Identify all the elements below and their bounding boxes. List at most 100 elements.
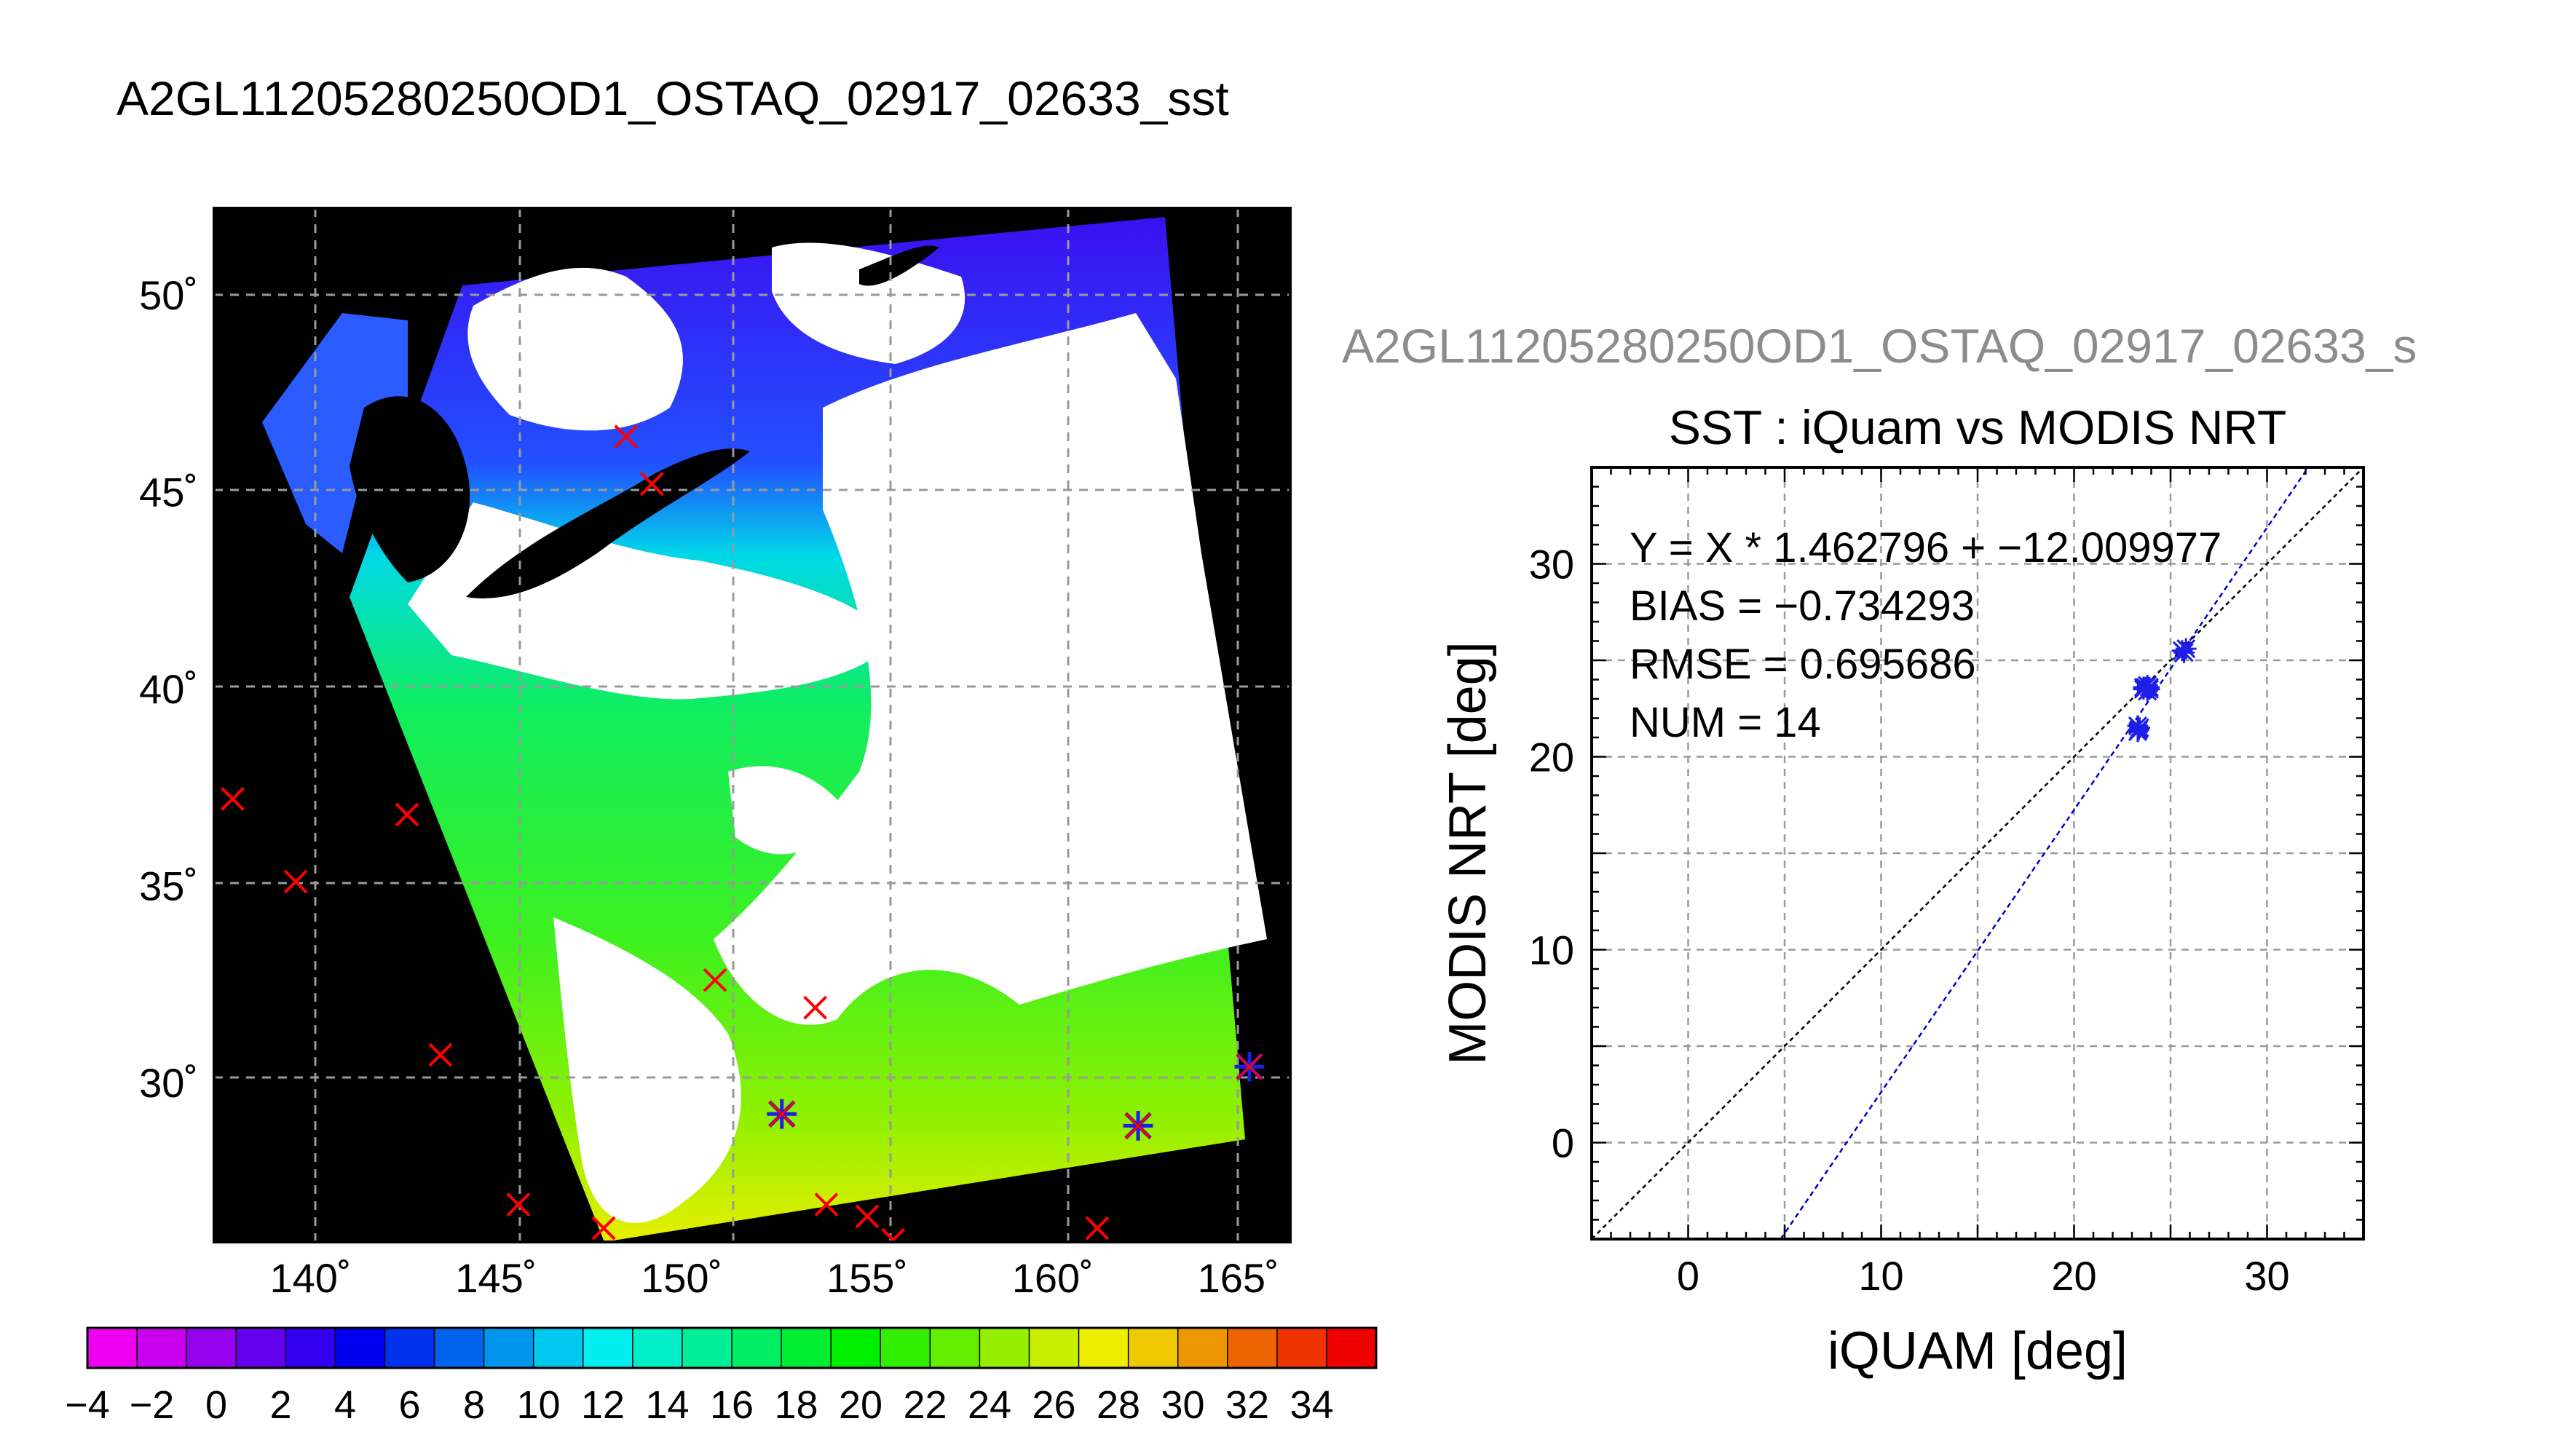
- scatter-point: [2128, 719, 2149, 740]
- colorbar-cell: [583, 1328, 633, 1368]
- map-lat-tick-label: 50˚: [139, 272, 198, 318]
- insitu-marker: [428, 1042, 453, 1067]
- colorbar-cell: [1326, 1328, 1377, 1368]
- insitu-marker: [395, 802, 419, 827]
- map-lat-tick-label: 45˚: [139, 469, 198, 515]
- colorbar-cell: [335, 1328, 385, 1368]
- colorbar-tick-label: 10: [516, 1383, 560, 1427]
- colorbar-cell: [137, 1328, 187, 1368]
- colorbar-cells: [87, 1328, 1377, 1368]
- colorbar-tick-label: 18: [774, 1383, 818, 1427]
- colorbar-cell: [1177, 1328, 1228, 1368]
- regression-line: [1780, 467, 2310, 1240]
- colorbar-cell: [632, 1328, 683, 1368]
- map-lon-tick-label: 140˚: [269, 1255, 351, 1301]
- colorbar-cell: [384, 1328, 435, 1368]
- colorbar-tick-label: 14: [645, 1383, 689, 1427]
- scatter-point: [2175, 638, 2197, 660]
- colorbar-tick-label: 30: [1161, 1383, 1204, 1427]
- scatter-annotation-line: BIAS = −0.734293: [1630, 582, 1975, 630]
- colorbar-tick-label: −2: [130, 1383, 175, 1427]
- scatter-point: [2171, 640, 2193, 662]
- map-lat-tick-label: 40˚: [139, 666, 198, 712]
- colorbar-tick-label: 2: [269, 1383, 291, 1427]
- insitu-marker: [506, 1192, 531, 1217]
- colorbar-cell: [930, 1328, 980, 1368]
- map-lat-tick-label: 30˚: [139, 1060, 198, 1106]
- colorbar-tick-label: −4: [65, 1383, 110, 1427]
- colorbar-frame: [86, 1326, 1378, 1369]
- map-lon-tick-label: 150˚: [641, 1255, 722, 1301]
- colorbar-cell: [533, 1328, 584, 1368]
- scatter-annotation-line: RMSE = 0.695686: [1630, 641, 1976, 688]
- colorbar-tick-label: 20: [839, 1383, 882, 1427]
- colorbar-tick-label: 32: [1225, 1383, 1269, 1427]
- insitu-marker: [1085, 1216, 1110, 1241]
- colorbar-cell: [1276, 1328, 1327, 1368]
- scatter-x-tick-label: 10: [1858, 1253, 1903, 1299]
- colorbar-tick-label: 0: [205, 1383, 227, 1427]
- scatter-points: [2127, 638, 2197, 743]
- map-lon-tick-label: 155˚: [826, 1255, 908, 1301]
- colorbar-cell: [979, 1328, 1030, 1368]
- scatter-plot: 0 10 20 30 0 10 20 30 Y = X * 1.462796 + −12.0…: [1439, 466, 2365, 1380]
- scatter-grid: [1592, 467, 2364, 1239]
- colorbar-tick-label: 8: [463, 1383, 485, 1427]
- colorbar-tick-label: 34: [1290, 1383, 1333, 1427]
- scatter-point: [2139, 676, 2160, 698]
- map-markers: [221, 424, 1265, 1242]
- colorbar-tick-label: 28: [1097, 1383, 1140, 1427]
- colorbar-tick-label: 24: [968, 1383, 1011, 1427]
- map-lat-tick-label: 35˚: [139, 863, 198, 909]
- scatter-subtitle: A2GL11205280250OD1_OSTAQ_02917_02633_s: [1342, 319, 2417, 373]
- colorbar-tick-label: 12: [581, 1383, 625, 1427]
- colorbar-cell: [1078, 1328, 1129, 1368]
- colorbar-cell: [186, 1328, 237, 1368]
- cloud-mask: [408, 242, 1267, 1223]
- scatter-y-tick-label: 20: [1529, 735, 1574, 780]
- sst-map: 140˚ 145˚ 150˚ 155˚ 160˚ 165˚ 30˚ 35˚ 40˚ 45˚ 50˚: [139, 207, 1292, 1301]
- colorbar-cell: [880, 1328, 931, 1368]
- colorbar-cell: [781, 1328, 832, 1368]
- colorbar-tick-label: 4: [334, 1383, 356, 1427]
- sst-colorbar: −4 −2 0 2 4 6 8 10 12 14 16 18 20 22 24 26 28 30 32 34: [65, 1326, 1378, 1427]
- colorbar-cell: [483, 1328, 534, 1368]
- insitu-marker: [283, 869, 308, 894]
- insitu-marker: [803, 995, 828, 1020]
- figure-title: A2GL11205280250OD1_OSTAQ_02917_02633_sst: [117, 71, 1229, 125]
- insitu-marker: [881, 1227, 906, 1242]
- insitu-marker: [703, 968, 727, 992]
- scatter-x-tick-label: 30: [2244, 1253, 2289, 1299]
- insitu-marker: [614, 424, 639, 449]
- colorbar-tick-label: 22: [903, 1383, 947, 1427]
- matched-insitu-marker-overlay: [768, 1101, 795, 1128]
- scatter-annotation-line: NUM = 14: [1630, 699, 1821, 746]
- map-lon-tick-labels: 140˚ 145˚ 150˚ 155˚ 160˚ 165˚: [269, 1255, 1279, 1301]
- colorbar-cell: [285, 1328, 336, 1368]
- scatter-y-tick-label: 10: [1529, 927, 1574, 973]
- identity-line: [1591, 467, 2364, 1240]
- map-lon-tick-label: 160˚: [1012, 1255, 1094, 1301]
- colorbar-tick-labels: −4 −2 0 2 4 6 8 10 12 14 16 18 20 22 24 26 28 30 32 34: [65, 1383, 1333, 1427]
- insitu-marker: [221, 787, 245, 811]
- insitu-marker: [814, 1192, 839, 1217]
- scatter-title: SST : iQuam vs MODIS NRT: [1669, 400, 2286, 454]
- scatter-y-axis-label: MODIS NRT [deg]: [1439, 641, 1497, 1065]
- scatter-minor-ticks: [1590, 466, 2365, 1241]
- scatter-y-tick-label: 0: [1552, 1120, 1574, 1166]
- insitu-marker: [591, 1216, 616, 1241]
- map-graticule: [214, 208, 1290, 1242]
- scatter-x-tick-label: 20: [2051, 1253, 2096, 1299]
- colorbar-cell: [434, 1328, 485, 1368]
- map-frame: [213, 207, 1292, 1243]
- map-lon-tick-label: 165˚: [1198, 1255, 1279, 1301]
- scatter-x-tick-label: 0: [1677, 1253, 1699, 1299]
- colorbar-cell: [236, 1328, 286, 1368]
- scatter-annotation-line: Y = X * 1.462796 + −12.009977: [1630, 524, 2222, 571]
- scatter-y-tick-label: 30: [1529, 542, 1574, 587]
- map-lat-tick-labels: 30˚ 35˚ 40˚ 45˚ 50˚: [139, 272, 198, 1106]
- colorbar-cell: [732, 1328, 782, 1368]
- colorbar-cell: [1227, 1328, 1278, 1368]
- scatter-x-tick-labels: 0 10 20 30: [1677, 1253, 2290, 1299]
- insitu-marker: [855, 1204, 880, 1229]
